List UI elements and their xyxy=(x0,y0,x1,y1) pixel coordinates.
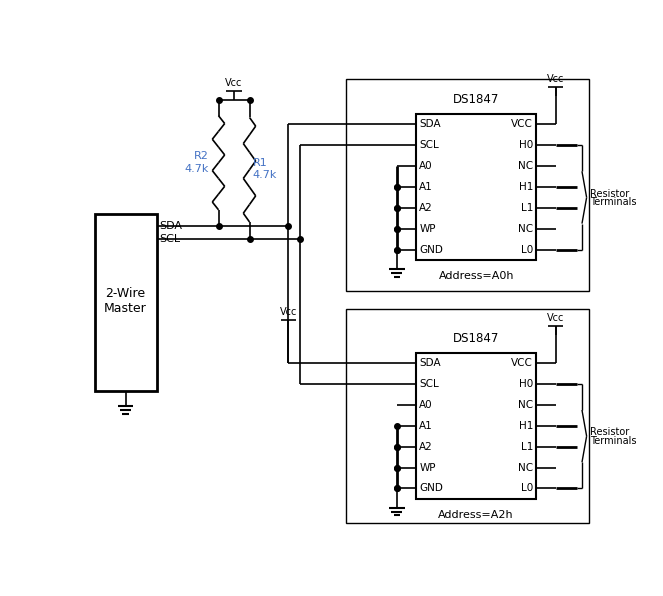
Text: Vcc: Vcc xyxy=(547,74,564,84)
Text: A0: A0 xyxy=(419,400,433,410)
Text: NC: NC xyxy=(518,161,533,171)
Text: 4.7k: 4.7k xyxy=(253,170,277,181)
Text: Address=A2h: Address=A2h xyxy=(438,510,514,520)
Text: 2-Wire: 2-Wire xyxy=(105,287,146,300)
Text: L0: L0 xyxy=(521,483,533,493)
Text: 4.7k: 4.7k xyxy=(185,163,210,173)
Text: WP: WP xyxy=(419,462,436,473)
Text: L0: L0 xyxy=(521,245,533,254)
Text: Resistor: Resistor xyxy=(589,188,629,198)
Text: Vcc: Vcc xyxy=(225,77,243,88)
Text: SDA: SDA xyxy=(419,358,441,368)
Text: SCL: SCL xyxy=(419,140,439,150)
Text: H0: H0 xyxy=(519,140,533,150)
Text: R2: R2 xyxy=(194,151,210,162)
Text: Address=A0h: Address=A0h xyxy=(438,271,514,281)
Bar xyxy=(346,79,589,291)
Text: A2: A2 xyxy=(419,442,433,452)
Text: Terminals: Terminals xyxy=(589,197,636,207)
Text: SDA: SDA xyxy=(160,221,182,231)
Text: DS1847: DS1847 xyxy=(453,332,499,345)
Text: H0: H0 xyxy=(519,379,533,389)
Text: NC: NC xyxy=(518,224,533,234)
Text: Terminals: Terminals xyxy=(589,436,636,446)
Text: Resistor: Resistor xyxy=(589,427,629,437)
Text: A1: A1 xyxy=(419,182,433,192)
Bar xyxy=(95,214,156,391)
Text: H1: H1 xyxy=(518,182,533,192)
Text: VCC: VCC xyxy=(511,358,533,368)
Text: GND: GND xyxy=(419,245,443,254)
Text: WP: WP xyxy=(419,224,436,234)
Text: Vcc: Vcc xyxy=(280,307,297,317)
Text: L1: L1 xyxy=(520,203,533,213)
Text: SCL: SCL xyxy=(160,234,181,244)
Text: H1: H1 xyxy=(518,421,533,431)
Text: VCC: VCC xyxy=(511,119,533,129)
Text: SCL: SCL xyxy=(419,379,439,389)
Text: Vcc: Vcc xyxy=(547,312,564,322)
Text: NC: NC xyxy=(518,462,533,473)
Text: A2: A2 xyxy=(419,203,433,213)
Text: A1: A1 xyxy=(419,421,433,431)
Text: GND: GND xyxy=(419,483,443,493)
Bar xyxy=(346,309,589,523)
Text: DS1847: DS1847 xyxy=(453,93,499,106)
Text: Master: Master xyxy=(104,302,147,315)
Text: R1: R1 xyxy=(253,158,267,168)
Text: A0: A0 xyxy=(419,161,433,171)
Text: SDA: SDA xyxy=(419,119,441,129)
Text: NC: NC xyxy=(518,400,533,410)
Bar xyxy=(416,353,536,499)
Text: L1: L1 xyxy=(520,442,533,452)
Bar xyxy=(416,114,536,260)
